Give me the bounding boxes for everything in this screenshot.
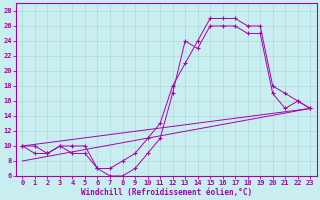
X-axis label: Windchill (Refroidissement éolien,°C): Windchill (Refroidissement éolien,°C) xyxy=(81,188,252,197)
